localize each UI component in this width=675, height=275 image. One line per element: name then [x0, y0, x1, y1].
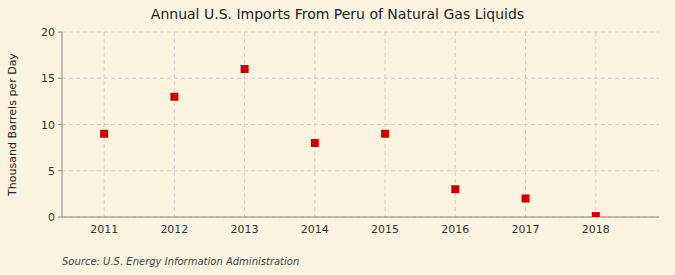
x-tick-label: 2018	[582, 223, 610, 236]
point	[381, 130, 389, 138]
x-grid-line	[244, 32, 245, 217]
point	[451, 185, 459, 193]
x-grid-line	[525, 32, 526, 217]
y-tick-label: 5	[48, 165, 55, 178]
y-axis-line	[62, 32, 63, 217]
y-tick-label: 0	[48, 211, 55, 224]
x-tick-label: 2011	[90, 223, 118, 236]
x-grid-line	[385, 32, 386, 217]
y-grid-line	[62, 78, 659, 79]
y-tick	[58, 78, 62, 79]
y-tick	[58, 217, 62, 218]
x-tick-label: 2013	[231, 223, 259, 236]
point	[170, 93, 178, 101]
x-tick-label: 2015	[371, 223, 399, 236]
y-tick	[58, 32, 62, 33]
source-note: Source: U.S. Energy Information Administ…	[62, 256, 299, 267]
x-tick-label: 2016	[441, 223, 469, 236]
point	[592, 212, 600, 217]
y-grid-line	[62, 32, 659, 33]
x-grid-line	[104, 32, 105, 217]
y-grid-line	[62, 170, 659, 171]
point	[100, 130, 108, 138]
x-grid-line	[314, 32, 315, 217]
x-tick-label: 2012	[160, 223, 188, 236]
point	[311, 139, 319, 147]
point	[522, 195, 530, 203]
chart-svg: Annual U.S. Imports From Peru of Natural…	[0, 0, 675, 275]
y-tick-label: 10	[41, 119, 55, 132]
y-tick	[58, 124, 62, 125]
chart-container: Annual U.S. Imports From Peru of Natural…	[0, 0, 675, 275]
point	[241, 65, 249, 73]
points	[100, 65, 600, 217]
y-tick-label: 15	[41, 72, 55, 85]
y-tick-label: 20	[41, 26, 55, 39]
y-grid-line	[62, 217, 659, 218]
x-tick-label: 2014	[301, 223, 329, 236]
y-grid-line	[62, 124, 659, 125]
y-axis-label: Thousand Barrels per Day	[6, 53, 19, 197]
x-tick-label: 2017	[512, 223, 540, 236]
y-tick	[58, 170, 62, 171]
x-grid-line	[595, 32, 596, 217]
title: Annual U.S. Imports From Peru of Natural…	[151, 6, 524, 22]
x-axis-line	[62, 217, 659, 218]
x-grid-line	[174, 32, 175, 217]
